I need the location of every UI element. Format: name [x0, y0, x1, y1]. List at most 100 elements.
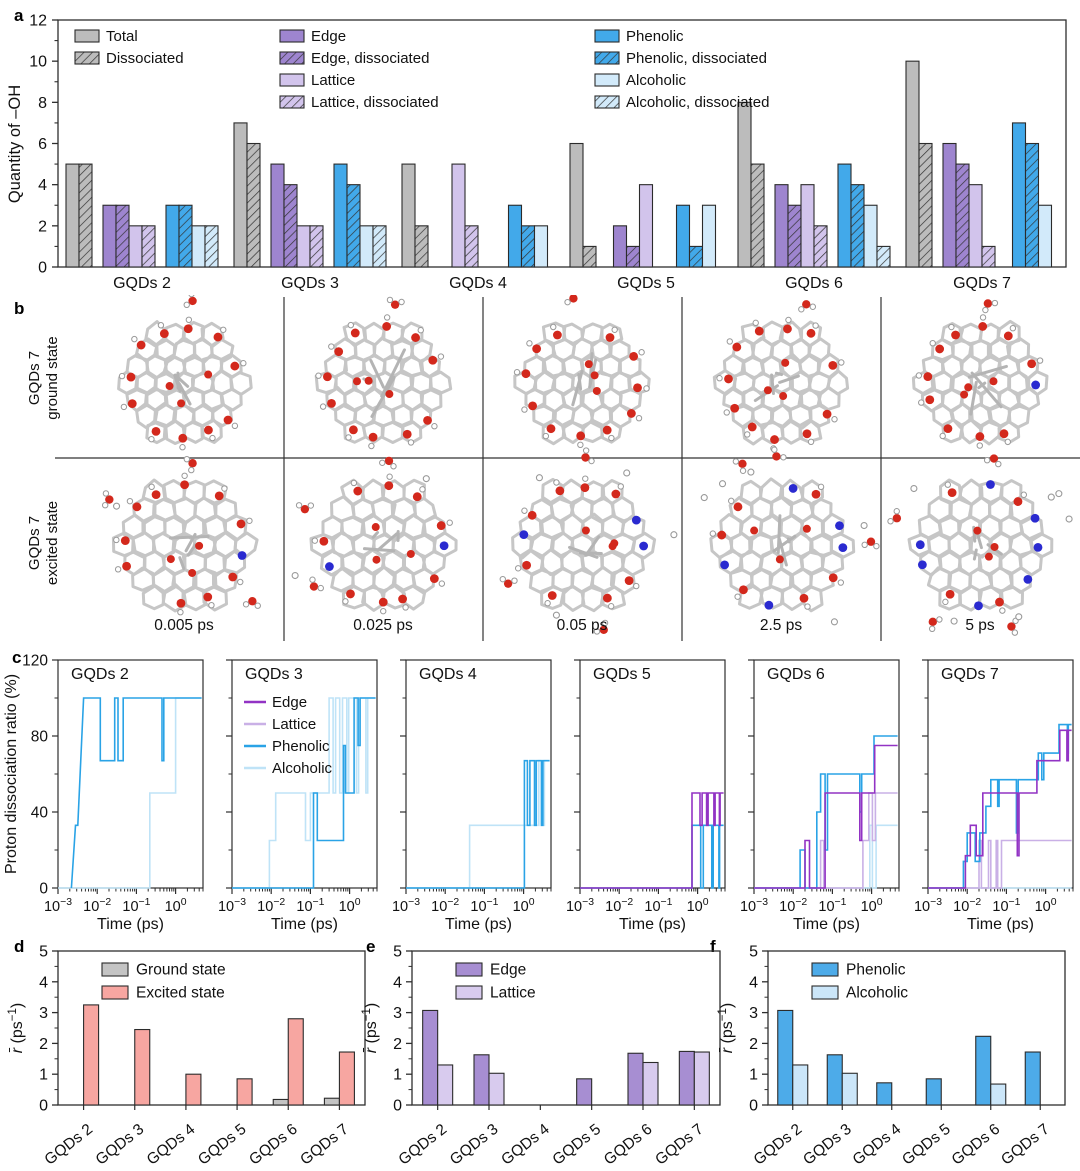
- gqd-molecule: [314, 296, 453, 450]
- out-of-plane-bond: [969, 380, 978, 416]
- oxygen-atom: [629, 352, 639, 361]
- oxygen-atom: [151, 427, 161, 436]
- water-oxygen: [188, 459, 197, 468]
- bar-lattice: [296, 225, 311, 268]
- oxygen-atom: [412, 492, 422, 502]
- hydrogen-atom: [240, 360, 247, 367]
- oxygen-atom: [990, 542, 999, 551]
- x-tick-label: 10−1: [122, 897, 150, 915]
- carbon-ring: [432, 531, 458, 558]
- hydrogen-atom: [521, 507, 528, 514]
- hydrogen-atom: [328, 343, 335, 350]
- oxygen-atom: [975, 432, 985, 441]
- bar-lattice-dissociated: [981, 245, 996, 268]
- oxygen-atom: [230, 361, 240, 371]
- x-tick-label: 100: [513, 897, 535, 915]
- out-of-plane-bond: [774, 371, 784, 377]
- oxygen-atom: [590, 371, 599, 380]
- oxygen-atom: [626, 409, 636, 418]
- gqd-molecule: [101, 455, 261, 616]
- x-tick-label: 10−3: [392, 897, 420, 915]
- x-tick-label: 10−3: [566, 897, 594, 915]
- bar-edge: [473, 1054, 490, 1106]
- water-hydrogen: [379, 459, 386, 466]
- oxygen-atom: [368, 432, 378, 442]
- bar-edge-dissociated: [955, 163, 970, 268]
- water-hydrogen: [588, 457, 595, 465]
- gqd-molecule: [911, 299, 1049, 449]
- oxygen-atom: [608, 542, 617, 551]
- dissociated-oxygen-atom: [788, 484, 798, 493]
- oxygen-atom: [521, 369, 531, 379]
- hydrogen-atom: [716, 375, 723, 382]
- water-oxygen: [248, 597, 257, 606]
- oxygen-atom: [781, 358, 790, 367]
- bar-edge: [576, 1078, 593, 1106]
- legend-label: Ground state: [136, 962, 226, 979]
- carbon-ring: [428, 370, 453, 395]
- dissociated-oxygen-atom: [631, 515, 641, 525]
- hydrogen-atom: [976, 442, 983, 449]
- oxygen-atom: [943, 424, 953, 434]
- x-tick-label: 10−2: [779, 897, 807, 915]
- hydrogen-atom: [157, 322, 165, 329]
- y-axis-title: r̄ (ps−1): [7, 1003, 26, 1053]
- category-label: GQDs 6: [601, 1121, 656, 1169]
- hydrogen-atom: [812, 322, 819, 329]
- out-of-plane-bond: [369, 359, 385, 389]
- dissociated-oxygen-atom: [915, 540, 925, 550]
- out-of-plane-bond: [186, 543, 197, 557]
- dissociated-oxygen-atom: [974, 601, 983, 611]
- water-oxygen: [188, 296, 197, 306]
- bar-excited-state: [287, 1018, 304, 1106]
- bar-edge-dissociated: [787, 204, 802, 268]
- hydrogen-atom: [246, 517, 253, 524]
- water-hydrogen: [317, 584, 324, 592]
- category-label: GQDs 4: [144, 1121, 199, 1169]
- out-of-plane-bond: [173, 373, 182, 393]
- legend-swatch: [101, 985, 129, 1000]
- water-oxygen: [503, 579, 513, 588]
- x-axis-title: Time (ps): [967, 916, 1034, 933]
- category-label: GQDs 5: [617, 275, 675, 292]
- subplot-title: GQDs 5: [593, 666, 651, 683]
- category-label: GQDs 7: [998, 1121, 1053, 1169]
- x-tick-label: 10−1: [644, 897, 672, 915]
- free-proton: [1047, 493, 1055, 501]
- y-axis-title: r̄ (ps−1): [717, 1003, 736, 1053]
- panel-a-chart: 0 2 4 6 8 10 12 Quantity of –OH GQDs 2 GQDs 3 GQDs…: [6, 13, 1067, 292]
- oxygen-atom: [802, 429, 812, 439]
- bar-ground-state: [323, 1097, 340, 1106]
- free-proton: [747, 468, 755, 476]
- carbon-ring: [229, 371, 253, 396]
- oxygen-atom: [546, 424, 556, 434]
- x-axis-title: Time (ps): [445, 916, 512, 933]
- water-hydrogen: [183, 301, 190, 309]
- series-phenolic: [580, 824, 724, 889]
- hydrogen-atom: [838, 359, 845, 366]
- hydrogen-atom: [542, 432, 550, 440]
- water-hydrogen: [1011, 629, 1019, 636]
- water-oxygen: [105, 495, 114, 504]
- oxygen-atom: [984, 552, 993, 561]
- category-label: GQDs 3: [281, 275, 339, 292]
- water-hydrogen: [295, 502, 303, 509]
- oxygen-atom: [1013, 497, 1023, 506]
- y-tick-label: 2: [39, 1036, 48, 1053]
- water-hydrogen: [873, 542, 880, 550]
- oxygen-atom: [423, 415, 432, 425]
- carbon-ring: [957, 478, 984, 507]
- bar-total: [905, 60, 920, 268]
- oxygen-atom: [183, 324, 193, 334]
- hydrogen-atom: [513, 369, 521, 376]
- hydrogen-atom: [446, 519, 453, 526]
- free-proton: [910, 484, 918, 493]
- bar-phenolic-dissociated: [850, 184, 865, 268]
- y-tick-label: 3: [39, 1005, 48, 1022]
- hydrogen-atom: [939, 432, 946, 440]
- oxygen-atom: [176, 598, 186, 608]
- bar-excited-state: [134, 1028, 151, 1106]
- subplot-title: GQDs 7: [941, 666, 999, 683]
- y-tick-label: 80: [31, 729, 49, 746]
- oxygen-atom: [159, 329, 169, 338]
